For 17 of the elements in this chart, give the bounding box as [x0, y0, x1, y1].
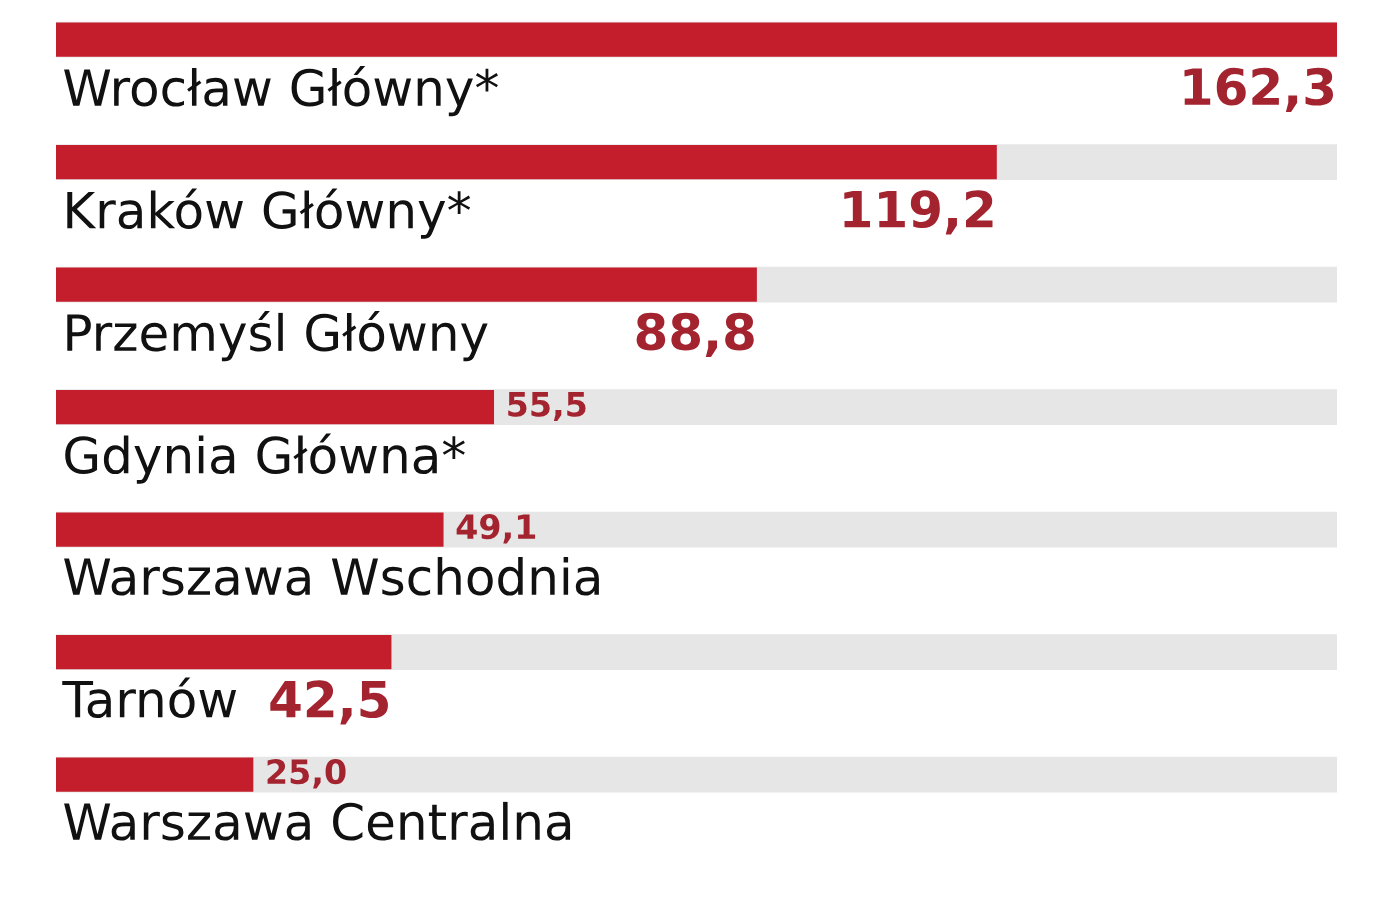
y-tick-label: Przemyśl Główny: [67, 310, 488, 362]
data-label: 162,3: [1184, 67, 1334, 112]
y-tick-label: Tarnów: [62, 677, 237, 719]
y-tick-label: Wrocław Główny*: [64, 65, 498, 117]
data-label: 88,8: [636, 312, 754, 357]
data-label: 119,2: [844, 190, 993, 235]
bar: [56, 512, 444, 547]
data-label: 25,0: [267, 759, 346, 789]
data-label: 49,1: [456, 514, 536, 544]
y-tick-label: Gdynia Główna*: [65, 433, 465, 484]
y-tick-label: Kraków Główny*: [67, 188, 471, 239]
data-label: 42,5: [270, 680, 388, 725]
y-tick-label: Warszawa Centralna: [64, 801, 571, 841]
bar: [56, 757, 254, 792]
data-label: 55,5: [508, 392, 586, 422]
bar: [56, 634, 392, 670]
y-tick-label: Warszawa Wschodnia: [64, 556, 599, 596]
